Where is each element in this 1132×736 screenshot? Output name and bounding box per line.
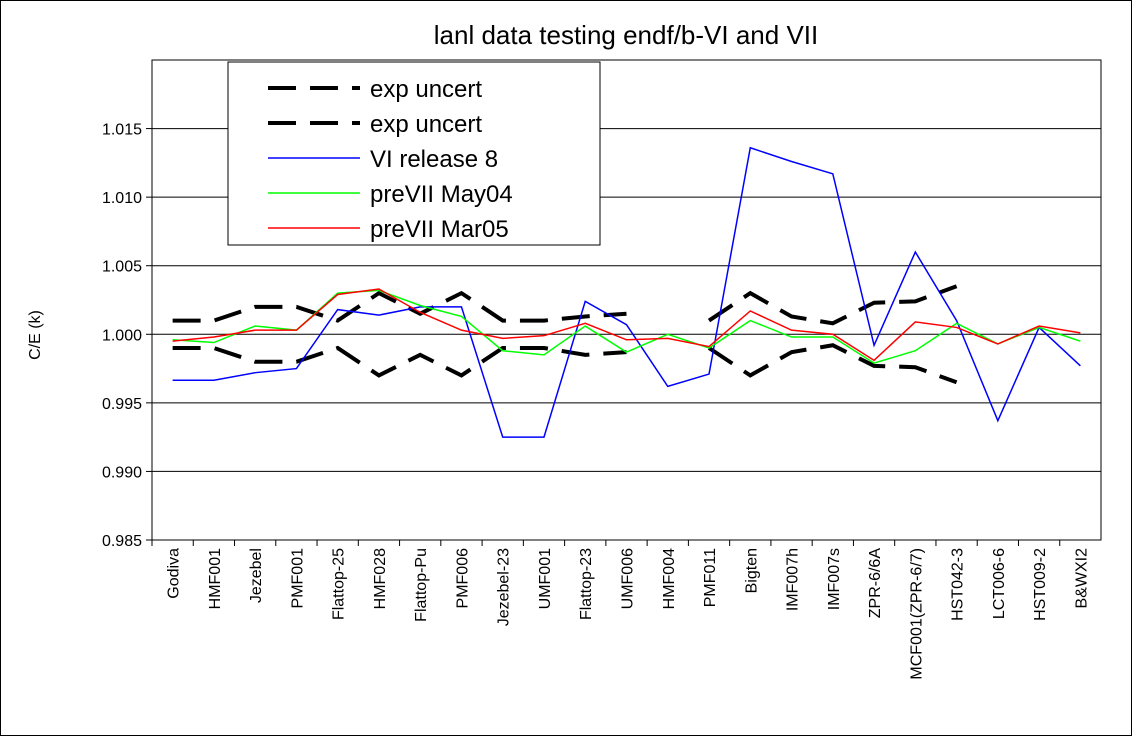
x-tick-label: Flattop-25 [331,548,348,620]
x-tick-label: UMF001 [537,548,554,609]
y-tick-label: 0.985 [102,533,142,550]
x-tick-label: Jezebel-23 [496,548,513,626]
x-tick-label: B&WXI2 [1073,548,1090,609]
legend: exp uncert exp uncert VI release 8 preVII M… [227,61,601,246]
series-line [172,146,1081,438]
x-tick-label: HST042-3 [950,548,967,621]
x-tick-label: PMF011 [702,548,719,607]
x-tick-label: Godiva [166,548,183,599]
y-tick-label: 1.000 [102,327,142,344]
y-axis-label: C/E (k) [27,310,44,360]
chart-title: lanl data testing endf/b-VI and VII [434,20,818,50]
plot-area [151,59,1102,541]
legend-label: exp uncert [370,76,482,103]
series-line [172,343,958,385]
x-tick-label: MCF001(ZPR-6/7) [908,548,925,680]
x-tick-label: Flattop-Pu [413,548,430,622]
legend-label: preVII May04 [370,181,513,208]
x-tick-label: Flattop-23 [578,548,595,620]
x-tick-label: UMF006 [620,548,637,609]
x-tick-label: HST009-2 [1032,548,1049,621]
series-line [172,288,1081,362]
y-tick-label: 0.995 [102,396,142,413]
x-tick-label: PMF001 [289,548,306,609]
legend-label: preVII Mar05 [370,216,509,243]
x-tick-label: ZPR-6/6A [867,548,884,619]
series-line [172,284,958,326]
x-tick-label: HMF001 [207,548,224,609]
y-tick-label: 1.005 [102,259,142,276]
legend-label: exp uncert [370,111,482,138]
legend-box [227,61,601,246]
x-tick-label: HMF004 [661,548,678,609]
x-tick-label: Bigten [743,548,760,593]
y-tick-label: 1.015 [102,122,142,139]
y-tick-label: 0.990 [102,464,142,481]
x-tick-label: IMF007s [826,548,843,610]
legend-label: VI release 8 [370,146,498,173]
x-tick-label: Jezebel [248,548,265,603]
x-tick-label: LCT006-6 [991,548,1008,619]
x-tick-label: PMF006 [454,548,471,609]
x-tick-label: IMF007h [785,548,802,611]
x-tick-label: HMF028 [372,548,389,609]
y-tick-label: 1.010 [102,190,142,207]
